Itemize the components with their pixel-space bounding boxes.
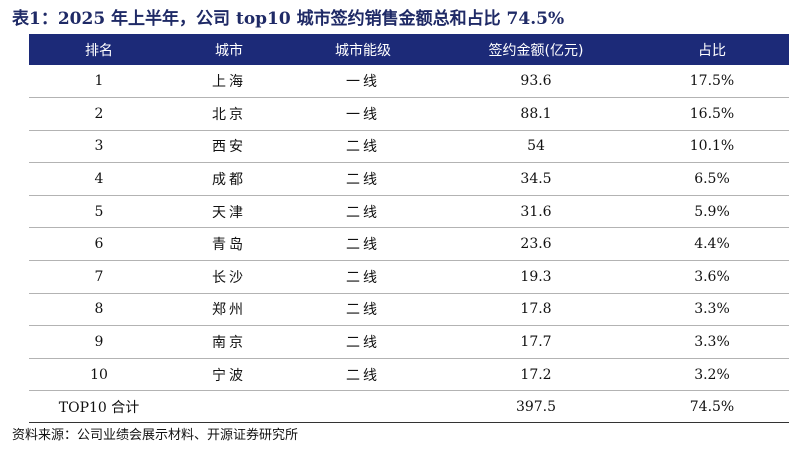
tier-cell: 二线 [346,172,380,189]
share-cell: 5.9% [694,203,730,220]
tier-cell: 二线 [346,237,380,254]
tier-cell: 二线 [346,367,380,384]
amount-cell: 88.1 [520,105,552,122]
share-cell: 16.5% [689,105,735,122]
table-body: 1 上海 一线 93.6 17.5% 2 北京 一线 88.1 16.5% 3 … [29,65,789,391]
city-cell: 宁波 [212,367,246,384]
total-empty-cell [289,391,437,423]
header-city: 城市 [215,42,243,59]
city-cell: 长沙 [212,269,246,286]
share-cell: 10.1% [689,138,735,155]
amount-cell: 19.3 [520,268,552,285]
tier-cell: 二线 [346,302,380,319]
share-cell: 3.3% [694,334,730,351]
share-cell: 3.6% [694,268,730,285]
rank-cell: 1 [94,73,104,90]
amount-cell: 31.6 [520,203,552,220]
share-cell: 4.4% [694,236,730,253]
table-row: 4 成都 二线 34.5 6.5% [29,163,789,196]
rank-cell: 10 [90,366,108,383]
table-row: 6 青岛 二线 23.6 4.4% [29,228,789,261]
tier-cell: 二线 [346,335,380,352]
table-row: 7 长沙 二线 19.3 3.6% [29,261,789,294]
amount-cell: 93.6 [520,73,552,90]
rank-cell: 2 [94,105,104,122]
header-amount: 签约金额(亿元) [488,42,584,59]
amount-cell: 17.2 [520,366,552,383]
table-title: 表1：2025 年上半年，公司 top10 城市签约销售金额总和占比 74.5% [12,9,565,29]
rank-cell: 4 [94,171,104,188]
share-cell: 3.2% [694,366,730,383]
share-cell: 6.5% [694,171,730,188]
amount-cell: 23.6 [520,236,552,253]
table-row: 3 西安 二线 54 10.1% [29,130,789,163]
city-cell: 上海 [212,74,246,91]
table-row: 2 北京 一线 88.1 16.5% [29,98,789,131]
total-amount: 397.5 [515,398,557,415]
city-cell: 西安 [212,139,246,156]
table-header-row: 排名 城市 城市能级 签约金额(亿元) 占比 [29,34,789,65]
tier-cell: 一线 [346,106,380,123]
total-share: 74.5% [689,398,735,415]
rank-cell: 5 [94,203,104,220]
amount-cell: 54 [527,138,545,155]
amount-cell: 17.8 [520,301,552,318]
amount-cell: 34.5 [520,171,552,188]
header-share: 占比 [698,42,726,59]
tier-cell: 二线 [346,204,380,221]
total-label: TOP10 合计 [58,399,140,416]
share-cell: 17.5% [689,73,735,90]
rank-cell: 3 [94,138,104,155]
table-row: 8 郑州 二线 17.8 3.3% [29,293,789,326]
rank-cell: 8 [94,301,104,318]
city-cell: 天津 [212,204,246,221]
total-row: TOP10 合计 397.5 74.5% [29,390,789,423]
amount-cell: 17.7 [520,334,552,351]
table-row: 9 南京 二线 17.7 3.3% [29,326,789,359]
header-tier: 城市能级 [335,42,391,59]
tier-cell: 一线 [346,74,380,91]
header-rank: 排名 [85,42,113,59]
city-cell: 北京 [212,106,246,123]
table-row: 10 宁波 二线 17.2 3.2% [29,358,789,391]
city-cell: 南京 [212,335,246,352]
tier-cell: 二线 [346,139,380,156]
source-note: 资料来源：公司业绩会展示材料、开源证券研究所 [12,428,299,443]
total-empty-cell [169,391,289,423]
table-row: 1 上海 一线 93.6 17.5% [29,65,789,98]
rank-cell: 6 [94,236,104,253]
rank-cell: 9 [94,334,104,351]
tier-cell: 二线 [346,269,380,286]
city-cell: 郑州 [212,302,246,319]
city-cell: 成都 [212,172,246,189]
table-row: 5 天津 二线 31.6 5.9% [29,195,789,228]
rank-cell: 7 [94,268,104,285]
share-cell: 3.3% [694,301,730,318]
city-cell: 青岛 [212,237,246,254]
sales-table: 排名 城市 城市能级 签约金额(亿元) 占比 1 上海 一线 93.6 17.5… [29,34,789,423]
